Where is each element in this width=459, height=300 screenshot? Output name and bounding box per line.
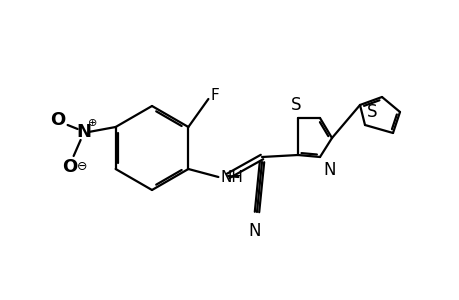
Text: O: O xyxy=(50,111,65,129)
Text: F: F xyxy=(210,88,218,103)
Text: ⊖: ⊖ xyxy=(76,160,87,173)
Text: S: S xyxy=(366,103,377,121)
Text: N: N xyxy=(76,123,91,141)
Text: NH: NH xyxy=(220,169,243,184)
Text: N: N xyxy=(248,222,261,240)
Text: O: O xyxy=(62,158,77,176)
Text: ⊕: ⊕ xyxy=(88,118,97,128)
Text: S: S xyxy=(290,96,301,114)
Text: N: N xyxy=(322,161,335,179)
